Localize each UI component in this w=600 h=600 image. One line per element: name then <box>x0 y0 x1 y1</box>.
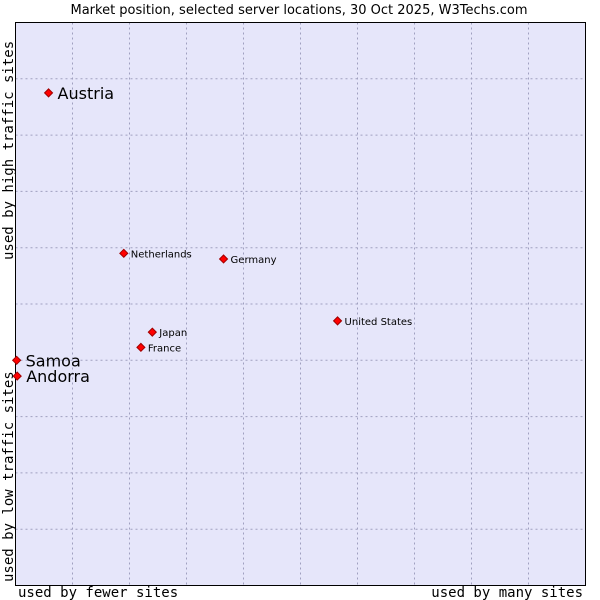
marker-japan <box>147 327 158 337</box>
data-point-france: France <box>136 342 181 354</box>
label-netherlands: Netherlands <box>131 249 192 260</box>
marker-austria <box>43 88 54 98</box>
y-axis-label-bottom: used by low traffic sites <box>1 371 17 582</box>
data-point-andorra: Andorra <box>12 367 90 386</box>
label-japan: Japan <box>158 328 187 339</box>
data-point-japan: Japan <box>147 327 187 339</box>
chart-title: Market position, selected server locatio… <box>70 3 527 18</box>
label-united-states: United States <box>345 317 413 328</box>
label-germany: Germany <box>231 255 277 266</box>
y-axis-label-top: used by high traffic sites <box>1 41 17 260</box>
marker-andorra <box>12 371 22 381</box>
marker-germany <box>218 254 229 264</box>
marker-united-states <box>332 316 343 326</box>
marker-netherlands <box>119 248 129 259</box>
x-axis-label-left: used by fewer sites <box>18 585 178 600</box>
data-point-united-states: United States <box>332 316 413 328</box>
marker-samoa <box>11 355 22 366</box>
plot-frame <box>15 22 586 586</box>
data-point-austria: Austria <box>43 84 115 103</box>
data-point-samoa: Samoa <box>11 351 81 370</box>
x-axis-label-right: used by many sites <box>431 585 583 600</box>
grid-lines <box>15 22 586 586</box>
data-point-netherlands: Netherlands <box>119 248 192 260</box>
data-point-germany: Germany <box>218 254 277 266</box>
label-andorra: Andorra <box>26 367 90 386</box>
label-samoa: Samoa <box>26 351 81 370</box>
marker-france <box>136 342 146 353</box>
data-points: Austria Netherlands Germany United States Ja… <box>11 84 413 386</box>
label-austria: Austria <box>58 84 115 103</box>
label-france: France <box>148 343 181 354</box>
